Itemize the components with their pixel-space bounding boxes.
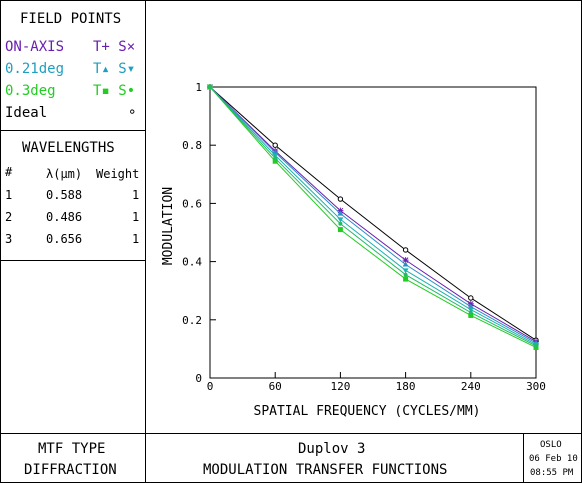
- field-row-021deg-symbols: T▴ S▾: [93, 61, 136, 77]
- lens-name: Duplov 3: [298, 441, 366, 457]
- wl-header-lambda: λ(μm): [46, 167, 83, 181]
- point-0-3deg-s-0: [208, 85, 212, 89]
- wl-header-weight: Weight: [96, 167, 140, 181]
- x-tick-label-5: 300: [526, 380, 546, 393]
- point-ideal-4: [468, 295, 474, 301]
- point-0-21deg-t-3: [402, 261, 409, 267]
- y-tick-label-3: 0.6: [182, 197, 202, 210]
- series-line-0-3deg-s: [209, 86, 537, 347]
- x-tick-label-0: 0: [207, 380, 214, 393]
- x-tick-label-2: 120: [330, 380, 350, 393]
- point-ideal-2: [337, 196, 344, 202]
- plot-date: 06 Feb 10: [529, 454, 578, 464]
- field-row-021deg-name: 0.21deg: [5, 61, 65, 77]
- point-0-3deg-s-5: [534, 343, 538, 348]
- point-0-3deg-s-4: [468, 310, 473, 315]
- wl-row-3-index: 3: [5, 232, 13, 246]
- x-axis-title: SPATIAL FREQUENCY (CYCLES/MM): [254, 404, 481, 419]
- left-panel-divider: [145, 0, 146, 482]
- point-0-3deg-s-2: [338, 221, 343, 226]
- series-line-ideal: [209, 86, 537, 341]
- wl-row-3-lambda: 0.656: [46, 232, 83, 246]
- point-0-21deg-s-3: [402, 268, 409, 274]
- wl-row-1-lambda: 0.588: [46, 188, 83, 202]
- field-row-ideal-symbol: ∘: [128, 104, 137, 120]
- plot-title: MODULATION TRANSFER FUNCTIONS: [203, 462, 448, 478]
- point-ideal-3: [402, 247, 409, 253]
- x-tick-label-1: 60: [269, 380, 282, 393]
- series-line-0-21deg-t: [209, 86, 537, 344]
- point-0-3deg-s-3: [403, 272, 408, 277]
- mtf-type-label: MTF TYPE: [38, 441, 106, 457]
- y-tick-label-0: 0: [195, 372, 202, 385]
- field-row-on-axis-name: ON-AXIS: [5, 39, 65, 55]
- program-name: OSLO: [540, 440, 562, 450]
- footer-divider: [0, 433, 582, 434]
- wl-row-1-weight: 1: [132, 188, 140, 202]
- plot-time: 08:55 PM: [530, 468, 574, 478]
- wavelengths-divider: [0, 260, 146, 261]
- wl-header-index: #: [5, 165, 13, 179]
- y-tick-label-2: 0.4: [182, 256, 202, 269]
- point-0-21deg-s-2: [337, 217, 344, 223]
- wl-row-2-index: 2: [5, 210, 13, 224]
- series-line-on-axis: [209, 86, 537, 343]
- point-0-21deg-s-1: [272, 153, 279, 159]
- field-row-on-axis-symbols: T+ S×: [93, 39, 136, 55]
- wl-row-2-lambda: 0.486: [46, 210, 83, 224]
- field-row-03deg-symbols: T▪ S•: [93, 83, 136, 99]
- field-row-03deg-name: 0.3deg: [5, 83, 56, 99]
- info-panel-divider: [523, 433, 524, 482]
- y-tick-label-1: 0.2: [182, 314, 202, 327]
- mtf-chart: MODULATION SPATIAL FREQUENCY (CYCLES/MM)…: [161, 81, 546, 419]
- plot-area-border: [209, 86, 537, 379]
- mtf-type-value: DIFFRACTION: [24, 462, 117, 478]
- point-0-3deg-t-2: [337, 227, 343, 233]
- x-tick-label-4: 240: [461, 380, 481, 393]
- y-axis-title: MODULATION: [161, 187, 176, 265]
- wl-row-2-weight: 1: [132, 210, 140, 224]
- wl-row-1-index: 1: [5, 188, 13, 202]
- series-line-0-21deg-s: [209, 86, 537, 345]
- x-tick-label-3: 180: [396, 380, 416, 393]
- point-0-3deg-t-1: [272, 158, 278, 164]
- field-points-title: FIELD POINTS: [20, 11, 122, 27]
- y-tick-label-5: 1: [195, 81, 202, 94]
- y-tick-label-4: 0.8: [182, 139, 202, 152]
- point-ideal-1: [272, 142, 278, 148]
- point-0-21deg-t-4: [467, 303, 474, 309]
- field-points-divider: [0, 130, 146, 131]
- point-0-3deg-t-3: [403, 276, 409, 282]
- point-0-21deg-s-4: [467, 307, 474, 313]
- wl-row-3-weight: 1: [132, 232, 140, 246]
- field-row-ideal-name: Ideal: [5, 105, 48, 121]
- point-on-axis-3: [402, 257, 409, 264]
- wavelengths-title: WAVELENGTHS: [22, 140, 115, 156]
- point-0-3deg-s-1: [273, 156, 278, 161]
- point-0-3deg-t-4: [468, 312, 474, 318]
- point-0-21deg-t-2: [337, 210, 344, 216]
- series-line-0-3deg-t: [209, 86, 537, 348]
